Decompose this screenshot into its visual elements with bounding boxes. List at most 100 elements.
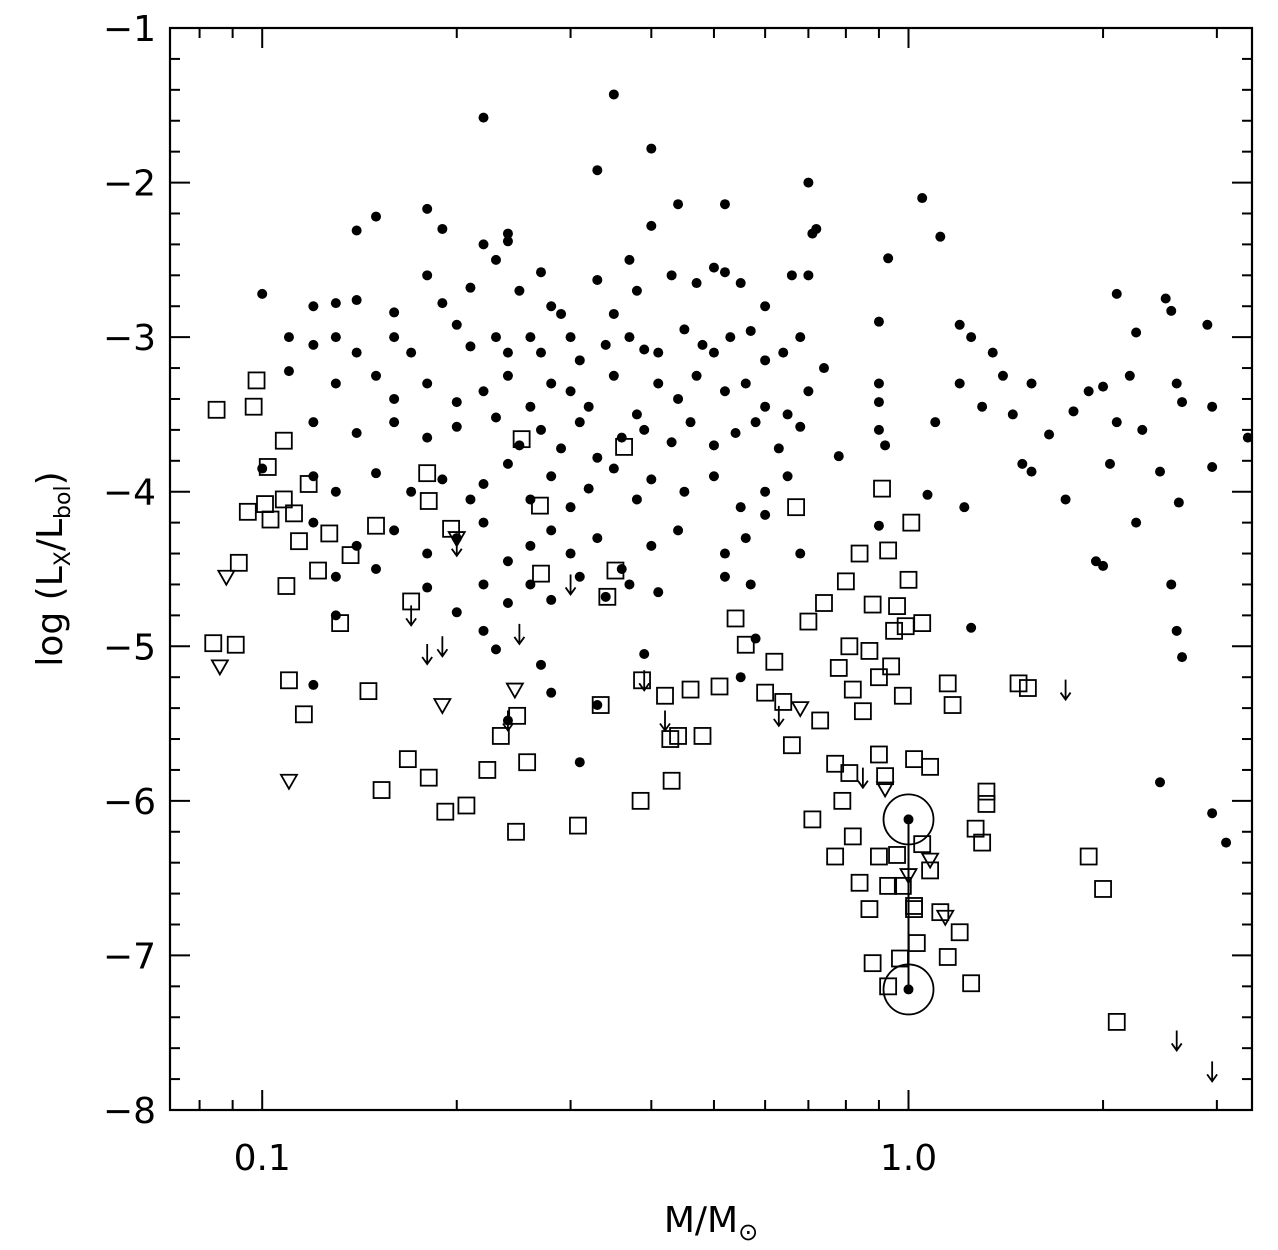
data-point-filled-circle: [546, 378, 557, 389]
data-point-open-square: [508, 706, 527, 725]
y-tick-label: −4: [103, 473, 156, 514]
data-point-filled-circle: [351, 295, 362, 306]
data-point-open-square: [950, 923, 969, 942]
data-point-filled-circle: [1098, 560, 1109, 571]
data-point-filled-circle: [1202, 319, 1213, 330]
data-point-open-square: [977, 795, 996, 813]
data-point-filled-circle: [631, 409, 642, 420]
data-point-filled-circle: [773, 443, 784, 454]
data-point-open-square: [826, 754, 845, 773]
data-point-open-square: [247, 371, 266, 390]
data-point-filled-circle: [535, 347, 546, 358]
data-point-filled-circle: [592, 452, 603, 463]
data-point-open-square: [803, 810, 822, 829]
data-point-filled-circle: [1166, 579, 1177, 590]
data-point-filled-circle: [966, 332, 977, 343]
data-point-filled-circle: [546, 471, 557, 482]
y-tick-label: −8: [103, 1091, 156, 1132]
data-point-open-square: [591, 696, 610, 714]
data-point-filled-circle: [330, 332, 341, 343]
data-point-filled-circle: [308, 679, 319, 690]
data-point-filled-circle: [1173, 497, 1184, 508]
data-point-filled-circle: [1160, 293, 1171, 304]
data-point-filled-circle: [389, 417, 400, 428]
data-point-open-square: [309, 561, 327, 580]
data-point-filled-circle: [574, 417, 585, 428]
data-point-filled-circle: [745, 325, 756, 336]
data-point-open-square: [826, 847, 845, 866]
data-point-filled-circle: [330, 298, 341, 309]
data-point-filled-circle: [257, 288, 268, 299]
data-point-filled-circle: [873, 316, 884, 327]
data-point-filled-circle: [490, 412, 501, 423]
data-point-open-square: [367, 516, 385, 535]
data-point-open-square: [913, 614, 932, 632]
data-point-open-square: [258, 458, 277, 476]
data-point-filled-circle: [954, 319, 965, 330]
data-point-open-square: [893, 686, 912, 705]
y-axis-title: log (LX/Lbol): [30, 471, 76, 666]
data-point-open-square: [843, 827, 862, 846]
data-point-filled-circle: [959, 502, 970, 513]
data-point-open-square: [1009, 674, 1028, 693]
data-point-open-triangle: [210, 659, 230, 677]
data-point-filled-circle: [1111, 417, 1122, 428]
data-point-open-square: [261, 510, 280, 529]
data-point-open-triangle: [505, 682, 525, 700]
data-point-filled-circle: [760, 509, 771, 520]
data-point-filled-circle: [565, 332, 576, 343]
data-point-filled-circle: [1177, 652, 1188, 663]
data-point-upper-limit-arrow: [659, 710, 671, 733]
data-point-open-square: [977, 782, 996, 801]
data-point-filled-circle: [803, 270, 814, 281]
data-point-filled-circle: [639, 424, 650, 435]
data-point-filled-circle: [592, 533, 603, 544]
data-point-open-square: [398, 750, 417, 769]
plot-frame: [168, 26, 1254, 1112]
data-point-filled-circle: [1155, 466, 1166, 477]
data-point-filled-circle: [1083, 386, 1094, 397]
data-point-open-square: [870, 847, 888, 866]
data-point-open-square: [888, 846, 906, 864]
data-point-open-triangle: [216, 569, 236, 587]
data-point-open-square: [902, 513, 921, 532]
y-axis-title-mid: /L: [30, 519, 71, 551]
data-point-open-square: [840, 637, 859, 656]
data-point-open-square: [899, 570, 918, 589]
data-point-filled-circle: [1026, 466, 1037, 477]
data-point-open-square: [973, 833, 992, 852]
data-point-filled-circle: [565, 386, 576, 397]
data-point-filled-circle: [708, 440, 719, 451]
data-point-upper-limit-arrow: [1170, 1030, 1183, 1052]
data-point-filled-circle: [422, 378, 433, 389]
data-point-filled-circle: [556, 443, 567, 454]
data-point-filled-circle: [502, 228, 513, 239]
data-point-open-square: [863, 954, 882, 973]
data-point-filled-circle: [502, 458, 513, 469]
data-point-open-square: [893, 876, 912, 895]
data-point-filled-circle: [478, 478, 489, 489]
data-point-open-square: [853, 702, 872, 721]
data-point-filled-circle: [833, 451, 844, 462]
data-point-filled-circle: [490, 332, 501, 343]
data-point-open-square: [787, 498, 805, 517]
data-point-filled-circle: [646, 220, 657, 231]
data-point-filled-circle: [257, 463, 268, 474]
data-point-open-triangle: [279, 773, 299, 791]
data-point-filled-circle: [1111, 288, 1122, 299]
data-point-open-square: [491, 727, 510, 745]
data-point-filled-circle: [478, 239, 489, 250]
data-point-filled-circle: [422, 432, 433, 443]
data-point-open-square: [277, 577, 296, 595]
data-point-filled-circle: [873, 397, 884, 408]
data-point-filled-circle: [608, 89, 619, 100]
data-point-filled-circle: [422, 582, 433, 593]
data-point-open-square: [229, 553, 248, 572]
data-point-open-square: [299, 475, 318, 493]
data-point-open-square: [331, 614, 350, 632]
data-point-filled-circle: [451, 319, 462, 330]
data-point-open-square: [418, 464, 437, 483]
x-axis-title-sun-subscript: ⊙: [738, 1218, 758, 1246]
data-point-filled-circle: [1177, 397, 1188, 408]
